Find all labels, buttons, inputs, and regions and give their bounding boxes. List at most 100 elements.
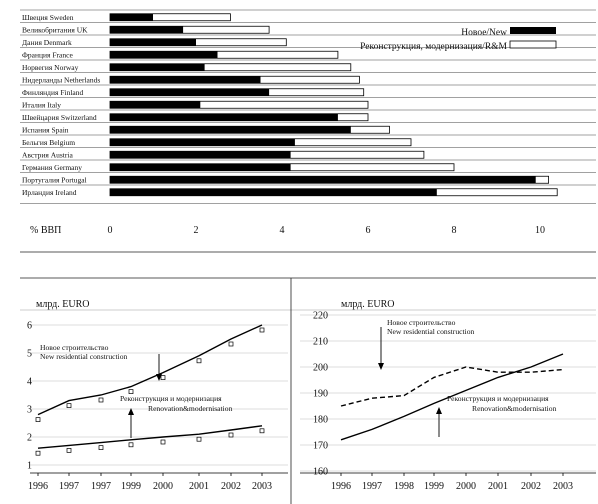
row-rules	[20, 9, 596, 204]
y-tick-label: 6	[27, 321, 32, 332]
country-label: Швейцария Switzerland	[22, 113, 97, 122]
bar-marks	[109, 13, 558, 197]
legend-swatch-new	[510, 27, 556, 34]
data-point	[228, 432, 234, 438]
data-point	[160, 439, 166, 445]
series-line	[340, 353, 564, 441]
x-tick-label: 1999	[121, 481, 141, 492]
bar-new	[110, 26, 184, 34]
bar-new	[110, 113, 338, 121]
bar-new	[110, 151, 291, 159]
y-tick-label: 220	[313, 311, 328, 322]
y-tick-label: 200	[313, 363, 328, 374]
country-label: Австрия Austria	[22, 150, 73, 159]
bar-x-tick-label: 8	[452, 225, 457, 236]
arrow-head	[436, 407, 442, 414]
data-point	[35, 450, 41, 456]
y-tick-label: 180	[313, 415, 328, 426]
series-line	[340, 366, 564, 407]
country-label: Швеция Sweden	[22, 13, 74, 22]
x-tick-label: 1999	[424, 481, 444, 492]
x-tick-label: 2001	[488, 481, 508, 492]
bar-x-axis-label: % ВВП	[30, 225, 61, 236]
country-label: Бельгия Belgium	[22, 138, 75, 147]
y-tick-label: 170	[313, 441, 328, 452]
arrow-head	[128, 408, 134, 415]
data-point	[66, 448, 72, 453]
data-point	[66, 403, 72, 408]
line-chart-left: млрд. EURO 1 2 3 4 5 6 1996 1997 1997 1999 2000 20…	[27, 299, 288, 492]
country-label: Норвегия Norway	[22, 63, 79, 72]
bar-new	[110, 76, 261, 84]
right-annotation-new-en: New residential construction	[387, 327, 475, 336]
x-tick-label: 1996	[331, 481, 351, 492]
x-tick-label: 1998	[394, 481, 414, 492]
right-annotation-new-ru: Новое строительство	[387, 318, 456, 327]
x-tick-label: 1997	[59, 481, 79, 492]
country-label: Германия Germany	[22, 163, 82, 172]
y-tick-label: 1	[27, 461, 32, 472]
x-tick-label: 2000	[153, 481, 173, 492]
bar-x-tick-label: 6	[366, 225, 371, 236]
country-label: Португалия Portugal	[22, 175, 87, 184]
y-tick-label: 160	[313, 467, 328, 478]
y-tick-label: 4	[27, 377, 32, 388]
x-tick-label: 1997	[362, 481, 382, 492]
left-annotation-rm-ru: Реконструкция и модернизация	[120, 394, 222, 403]
x-tick-label: 2003	[553, 481, 573, 492]
bar-x-ticks: 0 2 4 6 8 10	[108, 225, 546, 236]
right-x-ticks: 1996 1997 1998 1999 2000 2001 2002 2003	[300, 472, 596, 492]
bar-chart: Швеция Sweden Великобритания UK Дания Denm…	[20, 9, 596, 236]
series-line	[37, 425, 263, 449]
right-series	[340, 353, 564, 441]
y-tick-label: 190	[313, 389, 328, 400]
data-point	[128, 442, 134, 448]
y-tick-label: 210	[313, 337, 328, 348]
right-annotation-arrows	[378, 327, 442, 437]
y-tick-label: 5	[27, 349, 32, 360]
country-label: Нидерланды Netherlands	[22, 75, 100, 84]
bar-new	[110, 188, 437, 196]
y-tick-label: 3	[27, 405, 32, 416]
series-line	[37, 324, 263, 416]
data-point	[196, 436, 202, 442]
x-tick-label: 2002	[521, 481, 541, 492]
left-annotation-rm-en: Renovation&modernisation	[148, 404, 233, 413]
arrow-head	[378, 363, 384, 370]
right-y-axis-label: млрд. EURO	[341, 299, 395, 310]
country-label: Испания Spain	[22, 125, 69, 134]
data-point	[128, 389, 134, 394]
country-label: Дания Denmark	[22, 38, 72, 47]
x-tick-label: 2000	[456, 481, 476, 492]
bar-new	[110, 138, 295, 146]
arrow-head	[156, 374, 162, 381]
bar-new	[110, 88, 270, 96]
bar-x-tick-label: 4	[280, 225, 285, 236]
y-tick-label: 2	[27, 433, 32, 444]
country-label: Ирландия Ireland	[22, 188, 77, 197]
left-annotation-new-ru: Новое строительство	[40, 343, 109, 352]
data-point	[160, 375, 166, 380]
country-label: Финляндия Finland	[22, 88, 83, 97]
bar-new	[110, 163, 291, 171]
data-point	[259, 327, 265, 333]
left-y-axis-label: млрд. EURO	[36, 299, 90, 310]
left-annotation-new-en: New residential construction	[40, 352, 128, 361]
country-label: Великобритания UK	[22, 25, 88, 34]
legend-label-rm: Реконструкция, модернизация/R&M	[360, 42, 507, 52]
data-point	[35, 417, 41, 422]
data-point	[98, 445, 104, 450]
data-point	[196, 358, 202, 364]
x-tick-label: 2003	[252, 481, 272, 492]
legend-swatch-rm	[509, 40, 557, 49]
bar-new	[110, 176, 536, 184]
bar-x-tick-label: 10	[535, 225, 545, 236]
bar-x-tick-label: 0	[108, 225, 113, 236]
bar-x-tick-label: 2	[194, 225, 199, 236]
legend: Новое/New Реконструкция, модернизация/R&…	[360, 27, 557, 52]
right-y-ticks: 160 170 180 190 200 210 220	[313, 311, 328, 478]
right-gridlines	[300, 314, 596, 472]
bar-new	[110, 63, 205, 71]
